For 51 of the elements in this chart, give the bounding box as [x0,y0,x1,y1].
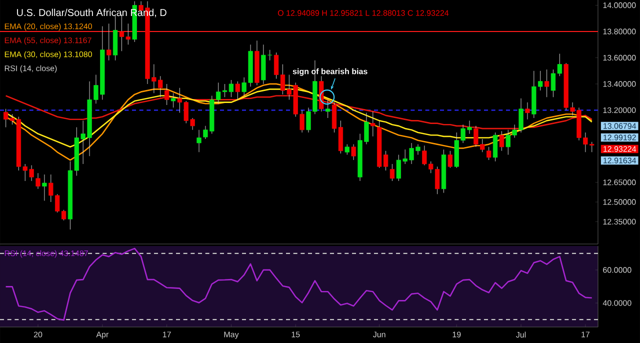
candlestick [228,80,234,98]
candlestick [235,81,240,100]
text: O 12.94089 H 12.95821 L 12.88013 C 12.93224 [278,10,449,16]
x-tick-label: Jul [516,332,526,338]
y-tick-label: 13.60000 [603,54,636,61]
x-tick-label: 15 [292,332,300,338]
x-tick-label: May [224,332,239,339]
x-tick-label: 19 [452,332,461,338]
text: EMA (55, close) 13.1167 [4,37,92,45]
text: 13.06794 [604,123,636,129]
candlestick [370,111,376,137]
candlestick [106,23,112,61]
y-tick-label: 40.0000 [602,300,632,306]
candlestick [486,146,492,160]
y-tick-label: 60.0000 [603,267,632,273]
text: 12.99192 [604,134,636,140]
candlestick [42,174,47,201]
y-tick-label: 12.50000 [603,199,636,205]
series-label: RSI (14, close) 43.1487 [4,250,88,258]
text: EMA (30, close) 13.1080 [4,51,92,59]
x-tick-label: Apr [96,332,108,339]
x-tick-label: 17 [162,332,171,338]
candlestick [196,130,202,152]
line-series [5,248,593,321]
candlestick [448,150,453,168]
candlestick [274,52,279,79]
y-tick-label: 14.00000 [603,2,636,8]
candlestick [525,102,530,120]
candlestick [164,84,170,106]
text: 12.91634 [604,158,636,164]
y-tick-label: 13.20000 [603,107,636,114]
candlestick [344,144,350,156]
candlestick [170,92,176,108]
x-tick-label: 17 [582,332,590,338]
candlestick [325,99,330,118]
text: 12.93224 [604,146,636,152]
y-tick-label: 12.65000 [603,180,636,186]
text: EMA (20, close) 13.1240 [4,23,92,31]
y-tick-label: 13.80000 [603,28,636,34]
candlestick [36,172,40,190]
annotation: sign of bearish bias [292,68,368,76]
candlestick [499,130,504,152]
candlestick [544,69,550,98]
y-tick-label: 12.35000 [603,218,636,225]
candlestick [492,132,498,162]
candlestick [351,144,356,160]
candlestick [390,164,395,182]
x-tick-label: 20 [34,332,42,338]
y-tick-label: 13.40000 [603,81,636,87]
x-tick-label: Jun [373,332,386,338]
annotation: RSI (14, close) [4,65,57,73]
